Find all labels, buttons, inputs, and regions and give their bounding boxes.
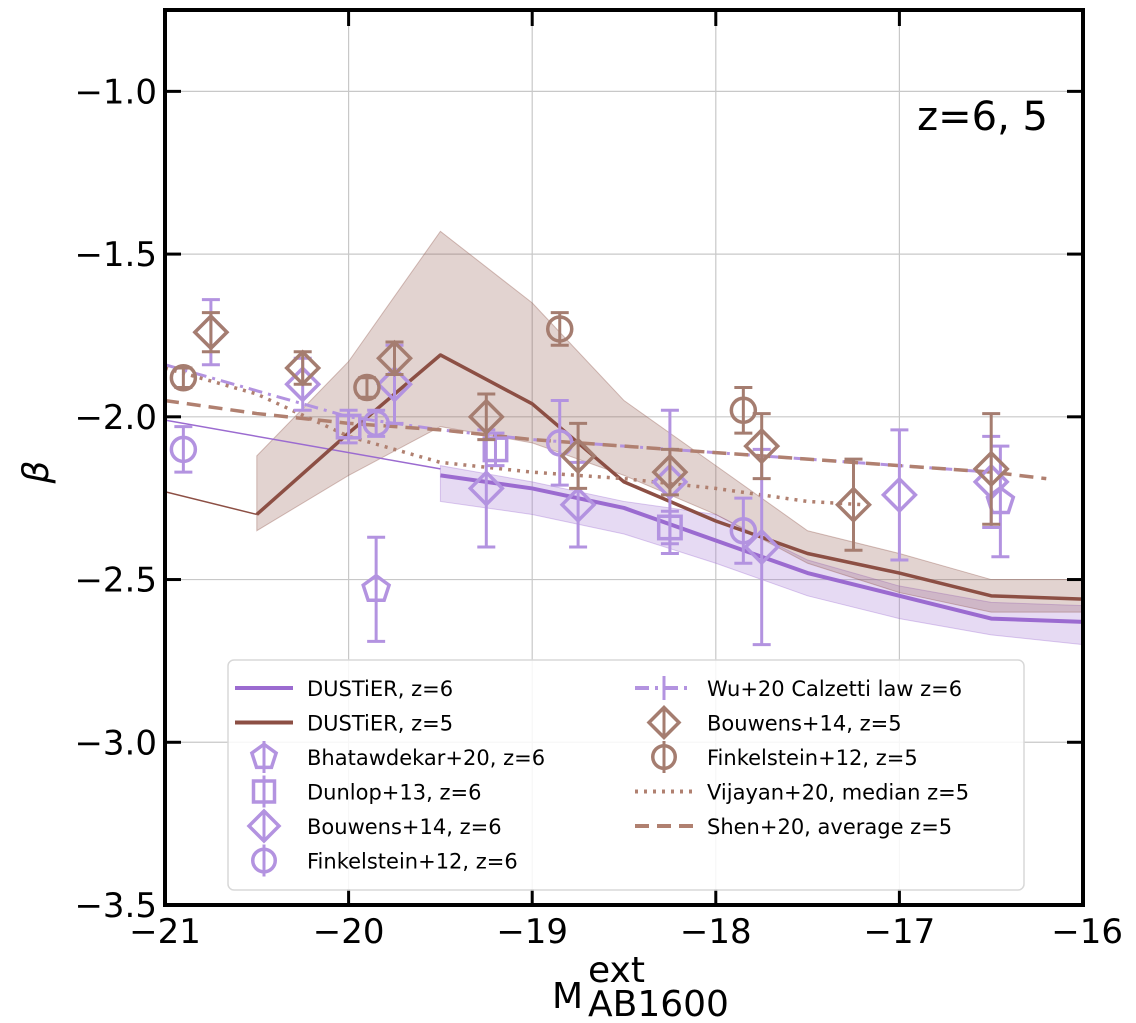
finkelstein-12-z-6-point-3 [729, 516, 758, 545]
bouwens-14-z-5-point-7 [835, 486, 872, 524]
redshift-annotation: z=6, 5 [917, 94, 1048, 140]
finkelstein-12-z-5-point-0 [169, 364, 198, 392]
x-tick-label-2: −19 [496, 912, 568, 952]
x-axis-label-sup: ext [588, 950, 645, 991]
y-tick-label-0: −3.5 [74, 886, 157, 926]
dunlop-13-z-6-point-0 [335, 413, 362, 440]
x-tick-label-0: −21 [129, 912, 201, 952]
x-tick-label-5: −16 [1051, 912, 1123, 952]
bouwens-14-z-5-point-4 [559, 437, 597, 475]
legend-bhatawdekar-20-z-6-label: Bhatawdekar+20, z=6 [307, 746, 545, 770]
bouwens-14-z-6-point-7 [880, 476, 918, 514]
bouwens-14-z-6-point-3 [467, 469, 505, 507]
legend-dunlop-13-z-6-label: Dunlop+13, z=6 [307, 781, 481, 805]
bouwens-14-z-5-point-1 [284, 349, 322, 387]
line-dustier-z-6-faint [165, 419, 441, 470]
bouwens-14-z-5-point-0 [192, 313, 230, 351]
y-tick-label-3: −2.0 [74, 398, 157, 438]
legend-dustier-z-5-label: DUSTiER, z=5 [307, 712, 453, 736]
finkelstein-12-z-5-point-3 [729, 396, 758, 425]
legend-bouwens-14-z-5-label: Bouwens+14, z=5 [707, 712, 902, 736]
line-dustier-z-5-faint [165, 490, 257, 516]
bouwens-14-z-5-point-2 [376, 339, 413, 377]
x-tick-label-3: −18 [680, 912, 752, 952]
legend-dunlop-13-z-6-swatch [251, 779, 277, 804]
plot-frame [163, 8, 1085, 907]
legend-dustier-z-6-label: DUSTiER, z=6 [307, 677, 453, 701]
legend: DUSTiER, z=6 DUSTiER, z=5 Bhatawdekar+20, … [227, 659, 1025, 891]
legend-finkelstein-12-z-6-label: Finkelstein+12, z=6 [307, 850, 518, 874]
line-vijayan-20-median-z-5 [165, 366, 863, 507]
x-axis-label-main: M [552, 976, 583, 1017]
axis-ticks [163, 10, 1085, 907]
bouwens-14-z-6-point-2 [376, 365, 413, 403]
legend-bouwens-14-z-6-swatch [246, 808, 282, 844]
finkelstein-12-z-6-point-1 [362, 409, 390, 438]
dustier-z-5-band [256, 230, 1083, 613]
legend-bhatawdekar-20-z-6-swatch [249, 742, 279, 770]
y-tick-label-1: −3.0 [74, 723, 157, 763]
finkelstein-12-z-6-point-0 [169, 435, 198, 464]
bouwens-14-z-5-point-8 [972, 450, 1010, 488]
bhatawdekar-20-z-6-point-0 [361, 573, 392, 603]
legend-box [227, 659, 1025, 891]
y-tick-label-4: −1.5 [74, 235, 157, 275]
legend-wu-20-calzetti-law-z-6-label: Wu+20 Calzetti law z=6 [707, 677, 962, 701]
legend-bouwens-14-z-6-label: Bouwens+14, z=6 [307, 815, 502, 839]
tick-labels: −21 −20 −19 −18 −17 −16 −3.5 −3.0 −2.5 −2.0 −1.5 −1… [74, 72, 1123, 952]
bouwens-14-z-5-point-6 [743, 427, 781, 465]
bouwens-14-z-6-point-4 [559, 486, 597, 524]
legend-vijayan-20-median-z-5-label: Vijayan+20, median z=5 [707, 781, 969, 805]
legend-finkelstein-12-z-5-swatch [651, 744, 677, 770]
x-axis-label-sub: AB1600 [588, 984, 729, 1023]
finkelstein-12-z-5-point-2 [545, 315, 574, 343]
x-tick-label-4: −17 [864, 912, 936, 952]
finkelstein-12-z-6-point-2 [545, 429, 574, 457]
y-axis-label: β [16, 461, 57, 485]
legend-finkelstein-12-z-5-label: Finkelstein+12, z=5 [707, 746, 918, 770]
x-axis-label: M ext AB1600 [552, 950, 729, 1023]
dunlop-13-z-6-point-1 [482, 436, 509, 463]
y-tick-label-5: −1.0 [74, 72, 157, 112]
finkelstein-12-z-5-point-1 [353, 373, 381, 402]
observation-points [169, 298, 1016, 647]
bouwens-14-z-5-point-5 [651, 453, 689, 491]
legend-bouwens-14-z-5-swatch [646, 705, 682, 740]
bouwens-14-z-5-point-3 [467, 398, 505, 436]
legend-finkelstein-12-z-6-swatch [251, 847, 277, 874]
x-tick-label-1: −20 [313, 912, 385, 952]
line-shen-20-average-z-5 [165, 398, 1047, 481]
bouwens-14-z-6-point-1 [284, 365, 322, 403]
legend-shen-20-average-z-5-label: Shen+20, average z=5 [707, 815, 952, 839]
y-tick-label-2: −2.5 [74, 561, 157, 601]
